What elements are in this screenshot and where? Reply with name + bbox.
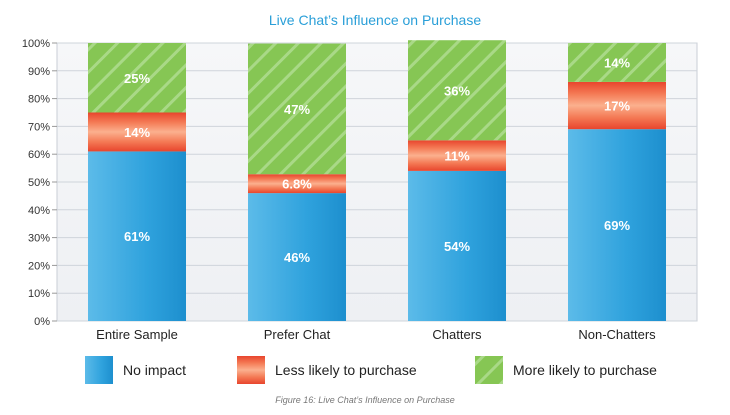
y-tick-label: 40% bbox=[28, 205, 50, 217]
legend-label: More likely to purchase bbox=[513, 362, 657, 378]
legend: No impact Less likely to purchase More lik… bbox=[85, 356, 657, 384]
legend-label: No impact bbox=[123, 362, 186, 378]
x-tick-label: Non-Chatters bbox=[578, 327, 656, 342]
y-tick-label: 10% bbox=[28, 288, 50, 300]
y-tick-label: 70% bbox=[28, 121, 50, 133]
bar-less-likely-to-purchase-non-chatters bbox=[568, 81, 666, 130]
bar-less-likely-to-purchase-chatters bbox=[408, 140, 506, 171]
figure-caption: Figure 16: Live Chat’s Influence on Purc… bbox=[275, 395, 454, 405]
bar-no-impact-non-chatters bbox=[568, 129, 666, 321]
data-label: 54% bbox=[444, 239, 470, 254]
legend-label: Less likely to purchase bbox=[275, 362, 417, 378]
y-tick-label: 50% bbox=[28, 177, 50, 189]
y-tick-label: 60% bbox=[28, 149, 50, 161]
chart-title: Live Chat’s Influence on Purchase bbox=[269, 12, 481, 28]
bar-no-impact-prefer-chat bbox=[248, 193, 346, 321]
plot-area: 0% 10% 20% 30% 40% 50% 60% 70% 80% 90% 100% 61% 14% 2… bbox=[22, 38, 698, 342]
y-tick-label: 30% bbox=[28, 233, 50, 245]
data-label: 14% bbox=[124, 125, 150, 140]
data-label: 17% bbox=[604, 99, 630, 114]
bar-less-likely-to-purchase-entire-sample bbox=[88, 112, 186, 152]
data-label: 14% bbox=[604, 55, 630, 70]
data-label: 11% bbox=[444, 149, 470, 164]
y-tick-label: 90% bbox=[28, 66, 50, 78]
data-label: 46% bbox=[284, 250, 310, 265]
x-tick-label: Entire Sample bbox=[96, 327, 178, 342]
data-label: 36% bbox=[444, 83, 470, 98]
y-tick-label: 0% bbox=[34, 316, 50, 328]
legend-swatch bbox=[85, 356, 113, 384]
y-tick-label: 80% bbox=[28, 94, 50, 106]
y-tick-label: 20% bbox=[28, 260, 50, 272]
bar-no-impact-entire-sample bbox=[88, 151, 186, 321]
legend-item: Less likely to purchase bbox=[237, 356, 417, 384]
bar-more-likely-to-purchase-non-chatters bbox=[568, 43, 666, 82]
bar-less-likely-to-purchase-prefer-chat bbox=[248, 174, 346, 194]
legend-item: More likely to purchase bbox=[475, 356, 657, 384]
bar-more-likely-to-purchase-prefer-chat bbox=[248, 43, 346, 175]
data-label: 6.8% bbox=[282, 177, 312, 192]
legend-swatch bbox=[237, 356, 265, 384]
bar-more-likely-to-purchase-entire-sample bbox=[88, 43, 186, 113]
y-tick-label: 100% bbox=[22, 38, 50, 50]
legend-swatch bbox=[475, 356, 503, 384]
bar-more-likely-to-purchase-chatters bbox=[408, 40, 506, 141]
data-label: 69% bbox=[604, 218, 630, 233]
bar-no-impact-chatters bbox=[408, 170, 506, 321]
x-tick-label: Chatters bbox=[432, 327, 482, 342]
data-label: 61% bbox=[124, 229, 150, 244]
x-tick-label: Prefer Chat bbox=[264, 327, 331, 342]
legend-item: No impact bbox=[85, 356, 186, 384]
data-label: 25% bbox=[124, 71, 150, 86]
data-label: 47% bbox=[284, 102, 310, 117]
